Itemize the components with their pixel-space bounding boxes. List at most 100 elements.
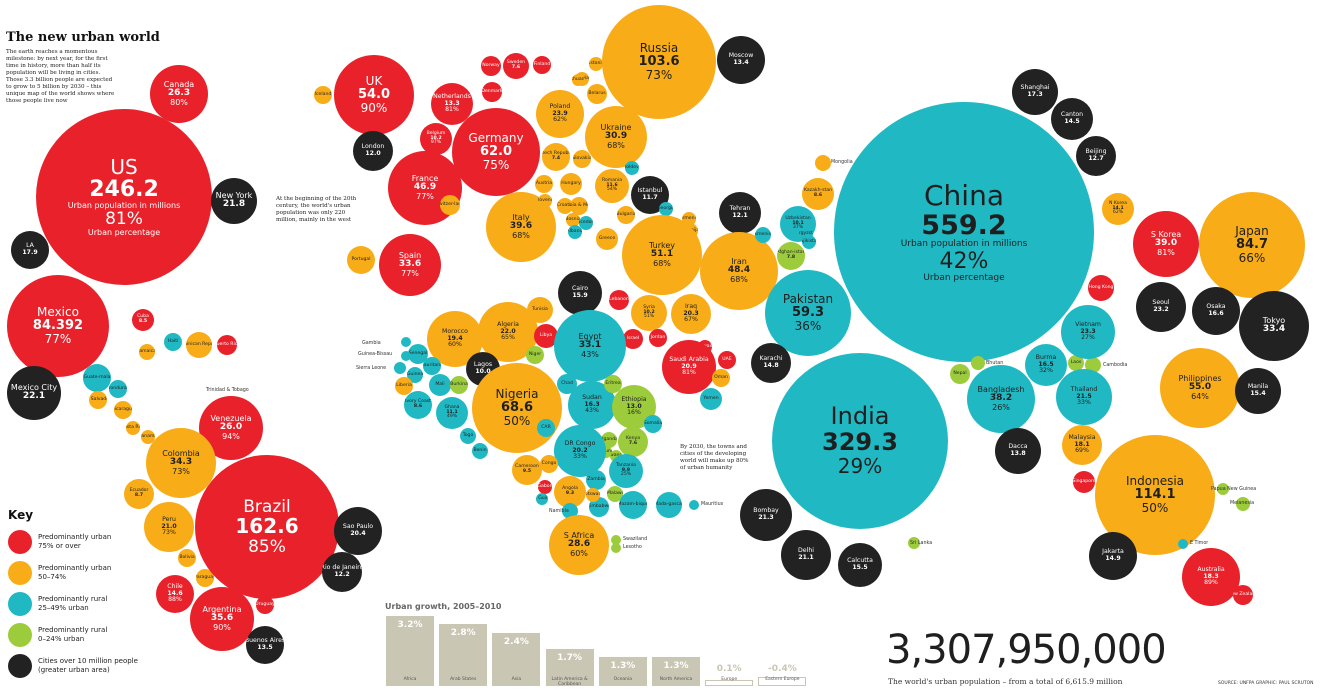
bubble-iceland: Iceland [314,86,332,104]
key-label: Predominantly rural [38,595,108,603]
bubble-zimbabwe-name: Zimbabwe [589,503,609,509]
key-text: Cities over 10 million people (greater ur… [38,657,138,675]
bubble-senegal-name: Senegal [408,350,428,356]
bubble-angola-name: Angola [562,486,578,492]
growth-bar [758,677,807,686]
bubble-el-salvador-name: El Salvador [89,396,107,402]
bubble-nigeria-value: 68.6 [500,399,534,415]
bubble-kenya: Kenya 7.6 [618,427,648,457]
bubble-moscow-name: Moscow [728,52,754,60]
bubble-us-value: 246.2 [89,177,159,203]
bubble-safrica-pct: 60% [570,548,588,558]
growth-category-label: North America [659,677,693,682]
bubble-singapore-name: Singapore [1073,478,1095,484]
bubble-moldova: Moldova [625,161,639,175]
bubble-bosnia: Bosnia [566,213,580,227]
bubble-sao-paulo: Sao Paulo 20.4 [334,507,382,555]
bubble-poland: Poland 23.9 62% [536,90,584,138]
bubble-lebanon-name: Lebanon [609,296,629,302]
bubble-pakistan-name: Pakistan [782,292,834,307]
bubble-swaziland [611,535,621,545]
bubble-poland-pct: 62% [553,116,567,124]
bubble-bangladesh-value: 38.2 [989,393,1013,404]
bubble-uruguay: Uruguay [256,596,274,614]
bubble-mozambique-name: Mozam-bique [619,501,647,507]
bubble-slovakia-name: Slovakia [573,155,591,161]
bubble-lithuania: Lithuania [572,74,584,86]
bubble-yemen-name: Yemen [703,395,719,401]
bubble-romania-pct: 54% [606,187,618,193]
bubble-canada: Canada 26.3 80% [150,65,208,123]
bubble-colombia-name: Colombia [162,448,200,458]
bubble-delhi-name: Delhi [798,547,814,555]
bubble-rio-name: Rio de Janeiro [322,564,362,572]
bubble-canton-name: Canton [1060,111,1084,119]
bubble-dacca-name: Dacca [1008,443,1028,451]
bubble-mexico-city: Mexico City 22.1 [7,366,61,420]
bubble-japan-value: 84.7 [1235,236,1269,252]
bubble-russia: Russia 103.6 73% [602,5,716,119]
key-label: Predominantly urban [38,533,112,541]
bubble-australia-name: Australia [1197,565,1225,573]
bubble-romania-name: Romania [601,177,623,183]
bubble-ecuador-name: Ecuador [129,488,149,494]
bubble-panama: Panama [141,430,155,444]
bubble-guinea-name: Guinea [407,371,423,377]
bubble-puerto-rico-name: Puerto Rico [217,341,237,347]
growth-bar [652,657,700,686]
bubble-china-sub: Urban population in millions [900,239,1028,250]
bubble-jordan: Jordan [649,329,667,347]
bubble-chile-value: 14.6 [167,589,183,597]
bubble-iceland-name: Iceland [314,91,332,97]
growth-value-label: 1.3% [663,661,689,672]
bubble-saudi: Saudi Arabia 20.9 81% [662,340,716,394]
bubble-yemen: Yemen [700,388,722,410]
bubble-uganda-name: Uganda [601,436,617,442]
bubble-osaka: Osaka 16.6 [1192,287,1240,335]
bubble-thailand-name: Thailand [1070,385,1098,393]
bubble-burundi-name: Burundi [600,448,612,454]
bubble-norway: Norway [481,56,501,76]
bubble-bolivia: Bolivia [178,549,196,567]
bubble-thailand-pct: 33% [1077,399,1091,407]
bubble-jakarta-name: Jakarta [1102,548,1124,556]
bubble-guatemala-name: Guate-mala [83,374,111,380]
bubble-nkorea-name: N Korea [1109,200,1127,206]
bubble-ghana: Ghana 11.1 49% [436,397,468,429]
bubble-switzerland: Switzer-land [440,195,460,215]
bubble-thailand: Thailand 21.5 33% [1056,369,1112,425]
bubble-macedonia-name: Macedonia [579,219,593,225]
bubble-la-name: LA [26,242,34,250]
key-text: Predominantly urban 50–74% [38,564,111,582]
key-sublabel: 25–49% urban [38,604,89,612]
bubble-lagos-value: 10.0 [475,368,491,375]
bubble-us: US 246.2 Urban population in millions 81% Ur… [36,109,212,285]
bubble-nepal: Nepal [950,364,970,384]
bubble-spain-name: Spain [398,250,422,260]
bubble-madagascar-name: Mada-gascar [656,501,682,507]
bubble-poland-value: 23.9 [552,109,568,117]
bubble-cairo-value: 15.9 [572,292,588,299]
bubble-pakistan: Pakistan 59.3 36% [765,270,851,356]
bubble-nepal-name: Nepal [953,370,967,376]
key-swatch [8,561,32,585]
bubble-canton: Canton 14.5 [1051,98,1093,140]
bubble-benin-name: Benin [473,447,487,453]
bubble-india-name: India [830,402,890,431]
bubble-brazil-value: 162.6 [235,514,299,539]
bubble-dacca: Dacca 13.8 [995,428,1041,474]
bubble-afghanistan-name: Afghan-istan [777,250,805,256]
bubble-malawi-name: Malawi [607,490,623,496]
bubble-bangladesh-pct: 26% [992,402,1010,412]
bubble-russia-name: Russia [639,41,679,56]
bubble-jakarta: Jakarta 14.9 [1089,532,1137,580]
bubble-lagos-name: Lagos [473,361,493,369]
bubble-indonesia-name: Indonesia [1125,474,1185,489]
bubble-venezuela-pct: 94% [222,431,240,441]
bubble-philippines-pct: 64% [1191,391,1209,401]
bubble-norway-name: Norway [482,62,500,68]
bubble-tehran-value: 12.1 [732,212,748,219]
growth-bar [545,648,594,686]
bubble-mexico-name: Mexico [37,305,79,320]
